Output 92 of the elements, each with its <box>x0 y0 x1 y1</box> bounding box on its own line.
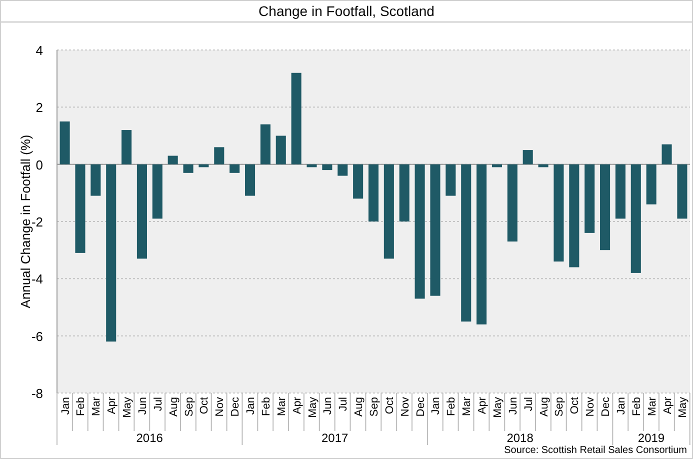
x-tick-label: Nov <box>584 396 597 417</box>
x-tick-label: Apr <box>662 396 674 414</box>
x-tick-label: Oct <box>384 397 396 414</box>
x-tick-label: Feb <box>260 397 272 416</box>
x-tick-label: Dec <box>600 396 612 417</box>
bar <box>554 164 564 262</box>
x-tick-label: Aug <box>168 397 180 417</box>
bar <box>677 164 688 219</box>
y-tick-label: -6 <box>31 328 43 344</box>
x-tick-label: Jan <box>60 397 72 415</box>
x-tick-label: May <box>677 396 690 418</box>
bar <box>106 164 116 342</box>
bar <box>90 164 101 196</box>
x-tick-label: Feb <box>75 397 88 416</box>
y-axis-title: Annual Change in Footfall (%) <box>18 134 33 308</box>
x-tick-label: Apr <box>291 396 304 414</box>
bar <box>183 164 194 173</box>
bar <box>662 144 672 164</box>
x-tick-label: May <box>122 396 134 418</box>
y-tick-label: -8 <box>31 386 43 401</box>
y-tick-label: 0 <box>36 157 43 172</box>
bar <box>430 164 440 296</box>
bar <box>522 150 533 164</box>
x-tick-label: Feb <box>446 397 458 416</box>
bar <box>75 164 86 253</box>
x-tick-label: Aug <box>538 397 550 417</box>
x-tick-label: Oct <box>198 397 211 414</box>
text: 2019 <box>638 431 665 445</box>
x-tick-label: May <box>306 396 319 418</box>
x-tick-label: Jun <box>322 397 334 415</box>
bar <box>368 164 379 222</box>
bar <box>60 121 70 164</box>
bar <box>230 164 240 173</box>
bar <box>507 164 518 242</box>
bar <box>353 164 364 199</box>
bar <box>476 164 487 324</box>
bar <box>446 164 456 196</box>
x-tick-label: Mar <box>90 396 103 416</box>
x-tick-label: Mar <box>276 396 288 416</box>
bar <box>276 136 286 164</box>
x-tick-label: Aug <box>353 397 366 417</box>
bar <box>630 164 641 273</box>
x-tick-label: Jul <box>522 397 535 412</box>
x-tick-label: Apr <box>476 396 489 414</box>
bar <box>399 164 410 222</box>
y-tick-label: 4 <box>36 43 43 58</box>
bar <box>569 164 580 268</box>
x-tick-label: May <box>492 396 504 418</box>
x-tick-label: Sep <box>368 397 380 417</box>
x-tick-label: Jul <box>338 397 350 412</box>
bar <box>291 72 302 164</box>
bar <box>260 124 270 164</box>
x-tick-label: Dec <box>230 396 242 417</box>
source-note: Source: Scottish Retail Sales Consortium <box>504 445 687 456</box>
y-tick-label: 2 <box>36 100 43 116</box>
x-tick-label: Jun <box>507 397 520 415</box>
bar <box>306 164 317 168</box>
bar <box>122 130 132 164</box>
bar <box>152 164 162 219</box>
text: 2018 <box>506 431 534 445</box>
bar <box>584 164 595 233</box>
y-tick-label: -4 <box>31 272 43 287</box>
bar <box>384 164 394 259</box>
bar <box>338 164 348 176</box>
x-tick-label: Sep <box>183 397 196 417</box>
x-tick-label: Sep <box>554 397 566 417</box>
x-tick-label: Oct <box>569 397 582 414</box>
bar <box>245 164 256 196</box>
x-tick-label: Jan <box>430 397 442 415</box>
bar <box>461 164 472 322</box>
x-tick-label: Mar <box>461 396 474 416</box>
x-tick-label: Jan <box>615 397 628 415</box>
x-tick-label: Nov <box>399 396 412 417</box>
bar <box>646 164 656 204</box>
text: 2017 <box>321 431 349 445</box>
x-tick-label: Dec <box>414 396 427 417</box>
bar <box>322 164 332 170</box>
bar <box>600 164 610 250</box>
x-tick-label: Apr <box>106 396 118 414</box>
x-tick-label: Feb <box>630 397 643 416</box>
x-tick-label: Mar <box>646 396 658 416</box>
bar <box>168 156 178 164</box>
x-tick-label: Jul <box>152 397 164 412</box>
bar <box>615 164 626 219</box>
text: 2016 <box>136 431 164 445</box>
bar <box>136 164 147 259</box>
bar <box>414 164 425 299</box>
x-tick-label: Nov <box>214 396 226 417</box>
bar <box>214 147 224 164</box>
chart-title: Change in Footfall, Scotland <box>258 3 434 19</box>
x-tick-label: Jan <box>245 397 258 415</box>
x-tick-label: Jun <box>136 397 149 415</box>
